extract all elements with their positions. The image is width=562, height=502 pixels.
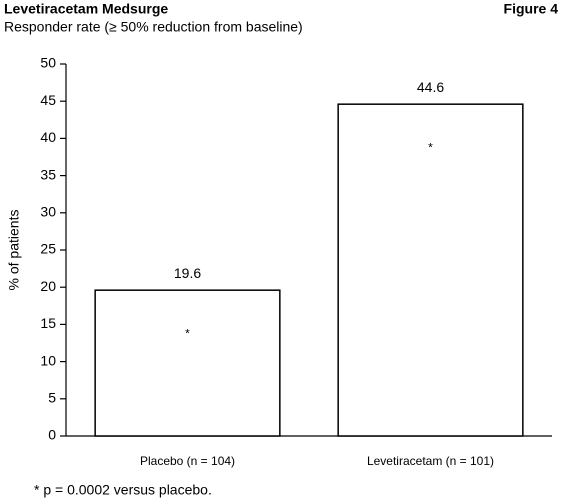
y-tick-label: 45 — [40, 92, 56, 108]
figure-label: Figure 4 — [504, 1, 559, 17]
y-axis-label: % of patients — [6, 210, 22, 291]
y-tick-label: 35 — [40, 166, 56, 182]
y-tick-label: 30 — [40, 204, 56, 220]
y-tick-label: 20 — [40, 278, 56, 294]
y-tick-label: 15 — [40, 315, 56, 331]
footnote: * p = 0.0002 versus placebo. — [34, 482, 212, 498]
y-tick-label: 10 — [40, 352, 56, 368]
y-tick-label: 5 — [48, 390, 56, 406]
y-tick-label: 25 — [40, 241, 56, 257]
x-tick-label: Placebo (n = 104) — [140, 454, 235, 468]
y-tick-label: 0 — [48, 427, 56, 443]
bar-annotation: * — [428, 140, 433, 154]
chart-subtitle: Responder rate (≥ 50% reduction from bas… — [4, 19, 303, 35]
bar — [337, 103, 524, 437]
value-label: 19.6 — [174, 265, 201, 281]
bar — [94, 289, 281, 437]
x-tick-label: Levetiracetam (n = 101) — [367, 454, 494, 468]
bar-annotation: * — [185, 326, 190, 340]
y-tick-label: 40 — [40, 129, 56, 145]
y-tick-label: 50 — [40, 55, 56, 71]
chart-title: Levetiracetam Medsurge — [4, 1, 168, 17]
value-label: 44.6 — [417, 79, 444, 95]
